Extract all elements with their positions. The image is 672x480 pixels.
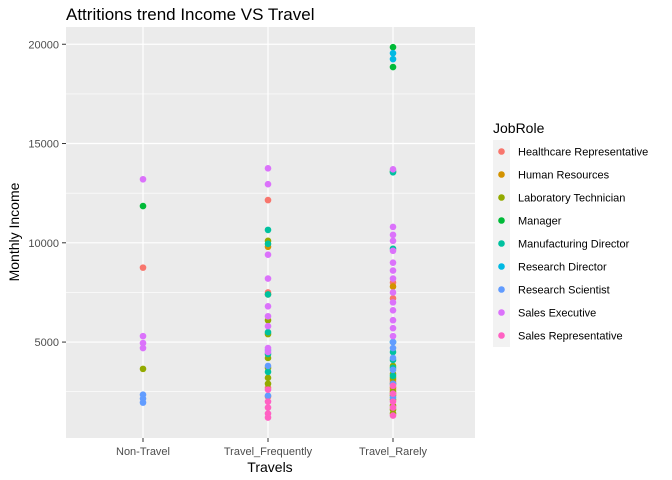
data-point (389, 332, 397, 340)
y-axis-ticks: 5000 10000 15000 20000 (28, 39, 66, 349)
legend-swatch (498, 171, 505, 178)
data-point (264, 374, 272, 382)
y-tick-label: 15000 (28, 139, 59, 151)
data-point (139, 175, 147, 183)
data-point (389, 412, 397, 419)
data-point (389, 324, 397, 332)
chart-title: Attritions trend Income VS Travel (66, 5, 315, 24)
data-point (389, 307, 397, 314)
data-point (389, 231, 397, 239)
legend-label: Manufacturing Director (518, 239, 630, 251)
data-point (139, 202, 147, 210)
data-point (389, 344, 397, 352)
legend-label: Research Scientist (518, 285, 610, 297)
data-point (389, 289, 397, 296)
data-point (264, 312, 272, 320)
legend-label: Sales Representative (518, 331, 623, 343)
data-point (389, 63, 397, 71)
data-point (389, 43, 397, 51)
data-point (264, 362, 272, 370)
x-tick-label: Non-Travel (116, 446, 170, 458)
x-tick-label: Travel_Frequently (224, 446, 313, 458)
data-point (389, 275, 397, 282)
legend-items: Healthcare Representative Human Resources… (493, 140, 648, 347)
legend-swatch (498, 286, 505, 293)
legend-label: Research Director (518, 262, 607, 274)
data-point (264, 180, 272, 188)
data-point (264, 226, 272, 234)
legend-swatch (498, 309, 505, 316)
data-point (389, 166, 397, 173)
data-point (264, 196, 272, 204)
legend-swatch (498, 217, 505, 224)
data-point (264, 291, 272, 298)
data-point (139, 365, 147, 373)
legend-swatch (498, 332, 505, 339)
x-axis-title: Travels (247, 459, 292, 475)
legend-swatch (498, 194, 505, 201)
data-point (264, 165, 272, 172)
data-point (139, 344, 147, 352)
data-point (264, 398, 272, 405)
data-point (389, 237, 397, 245)
data-point (264, 404, 272, 411)
data-point (389, 247, 397, 255)
legend-swatch (498, 240, 505, 247)
data-point (389, 366, 397, 374)
data-point (389, 267, 397, 274)
data-point (389, 404, 397, 411)
data-point (389, 354, 397, 362)
data-point (264, 328, 272, 336)
legend-title: JobRole (493, 120, 545, 136)
data-point (389, 49, 397, 57)
data-point (389, 55, 397, 63)
legend-swatch (498, 263, 505, 270)
data-point (139, 332, 147, 340)
legend-label: Manager (518, 216, 562, 228)
legend-label: Healthcare Representative (518, 147, 648, 159)
data-point (264, 414, 272, 421)
data-point (389, 283, 397, 290)
data-point (264, 348, 272, 356)
data-point (264, 368, 272, 376)
data-point (389, 316, 397, 324)
data-point (264, 386, 272, 394)
legend-label: Laboratory Technician (518, 193, 625, 205)
data-point (139, 264, 147, 271)
data-point (264, 392, 272, 399)
data-point (389, 259, 397, 266)
data-points (139, 43, 397, 421)
data-point (264, 322, 272, 330)
legend-swatch (498, 148, 505, 155)
data-point (389, 372, 397, 380)
y-tick-label: 20000 (28, 39, 59, 51)
data-point (389, 338, 397, 346)
data-point (389, 299, 397, 306)
legend-label: Human Resources (518, 170, 610, 182)
data-point (389, 223, 397, 231)
y-tick-label: 5000 (35, 337, 59, 349)
x-tick-label: Travel_Rarely (359, 446, 428, 458)
data-point (264, 251, 272, 259)
x-axis-ticks: Non-Travel Travel_Frequently Travel_Rarely (116, 438, 428, 458)
data-point (389, 390, 397, 397)
data-point (264, 275, 272, 282)
legend: JobRole Healthcare Representative Human R… (493, 120, 648, 347)
data-point (389, 398, 397, 405)
data-point (264, 303, 272, 310)
legend-label: Sales Executive (518, 308, 596, 320)
data-point (264, 240, 272, 248)
data-point (264, 380, 272, 388)
data-point (139, 339, 147, 347)
data-point (139, 399, 147, 406)
y-axis-title: Monthly Income (6, 182, 22, 281)
y-tick-label: 10000 (28, 238, 59, 250)
data-point (389, 382, 397, 390)
